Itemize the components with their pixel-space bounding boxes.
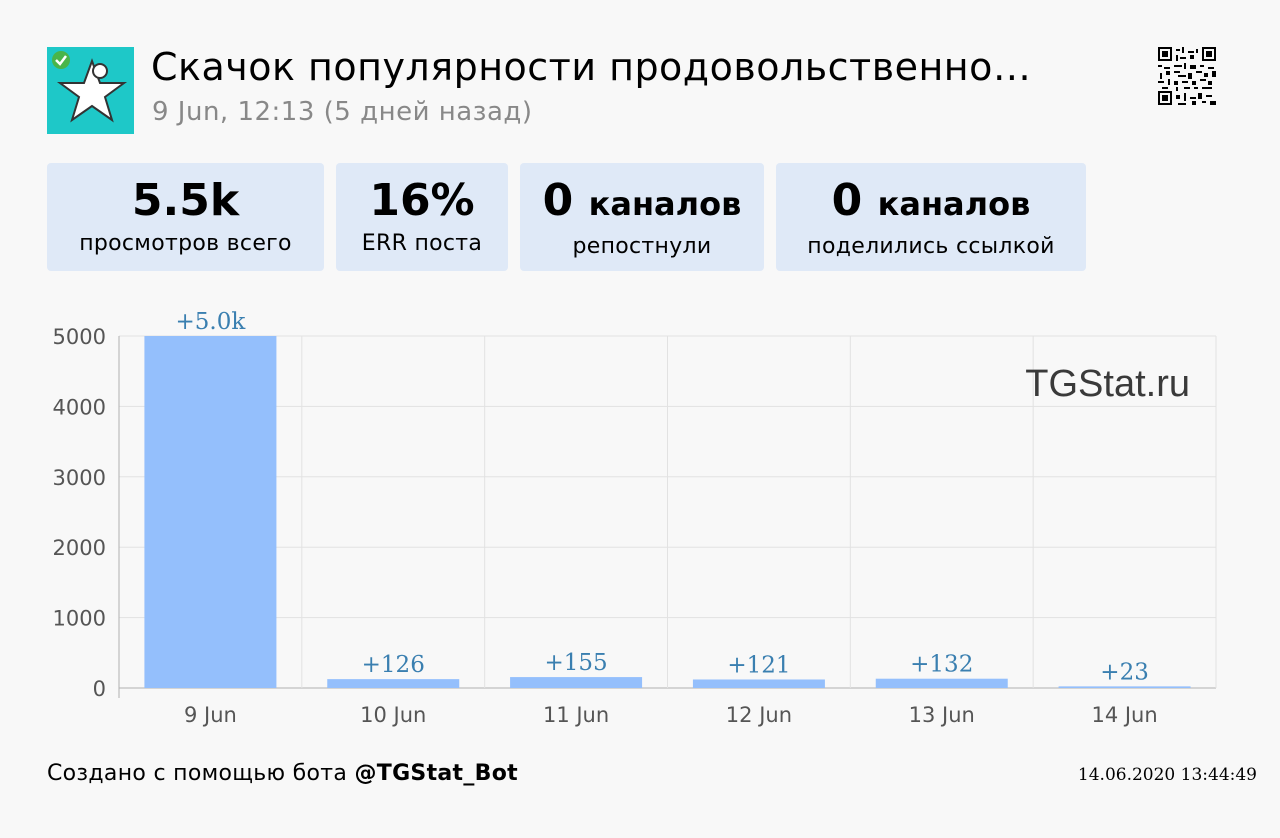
bar — [1058, 686, 1191, 688]
y-tick-label: 2000 — [53, 536, 106, 560]
stat-value: 5.5k — [131, 175, 240, 226]
data-label: +155 — [544, 650, 607, 676]
stat-value: 0 — [542, 175, 574, 226]
data-label: +121 — [727, 652, 790, 678]
x-tick-label: 14 Jun — [1091, 703, 1157, 727]
post-title: Скачок популярности продовольственно… — [151, 45, 1032, 89]
data-label: +23 — [1100, 659, 1149, 685]
y-tick-label: 3000 — [53, 466, 106, 490]
data-label: +126 — [362, 652, 425, 678]
bot-link[interactable]: @TGStat_Bot — [354, 761, 518, 786]
x-tick-label: 9 Jun — [184, 703, 237, 727]
daily-views-chart: 0 1000 2000 3000 4000 5000 TGStat.ru +5.0k 9 Jun… — [53, 309, 1217, 727]
y-tick-label: 4000 — [53, 395, 106, 419]
data-label: +5.0k — [176, 309, 247, 335]
footer-credit: Создано с помощью бота @TGStat_Bot — [47, 761, 518, 786]
stat-caption: репостнули — [572, 234, 712, 259]
watermark-text: TGStat.ru — [1025, 363, 1190, 405]
stat-caption: просмотров всего — [79, 231, 292, 256]
bar — [692, 679, 825, 688]
stat-unit: каналов — [877, 185, 1031, 223]
data-label: +132 — [910, 652, 973, 678]
post-date: 9 Jun, 12:13 (5 дней назад) — [152, 97, 533, 127]
stat-unit: каналов — [588, 185, 742, 223]
stat-reposts: 0 каналов репостнули — [520, 163, 764, 271]
bar — [875, 678, 1008, 688]
y-tick-label: 5000 — [53, 325, 106, 349]
channel-avatar — [47, 47, 134, 134]
footer-prefix: Создано с помощью бота — [47, 761, 355, 786]
generated-timestamp: 14.06.2020 13:44:49 — [1077, 765, 1257, 785]
star-logo-icon — [52, 51, 128, 123]
y-tick-label: 0 — [93, 677, 106, 701]
x-tick-label: 10 Jun — [360, 703, 426, 727]
stat-value: 0 — [831, 175, 863, 226]
stat-caption: поделились ссылкой — [807, 234, 1055, 259]
x-tick-label: 11 Jun — [543, 703, 609, 727]
bar — [144, 336, 277, 688]
stat-caption: ERR поста — [361, 231, 483, 256]
y-tick-label: 1000 — [53, 607, 106, 631]
stat-total-views: 5.5k просмотров всего — [47, 163, 324, 271]
stat-err: 16% ERR поста — [336, 163, 508, 271]
bar — [327, 679, 460, 688]
stat-value: 16% — [369, 175, 475, 226]
x-tick-label: 13 Jun — [909, 703, 975, 727]
qr-code-icon — [1158, 47, 1216, 105]
verified-icon — [52, 51, 70, 69]
x-tick-label: 12 Jun — [726, 703, 792, 727]
bar — [510, 677, 643, 688]
stat-link-shares: 0 каналов поделились ссылкой — [776, 163, 1086, 271]
